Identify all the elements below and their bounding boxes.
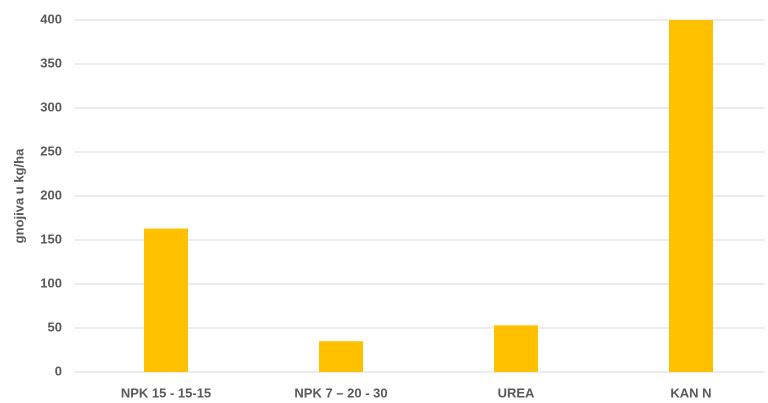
bar (669, 20, 713, 372)
x-tick-label: UREA (498, 385, 535, 400)
y-tick-label: 400 (40, 11, 62, 26)
y-axis-label: gnojiva u kg/ha (11, 148, 26, 243)
bar (144, 228, 188, 372)
y-tick-label: 250 (40, 143, 62, 158)
y-tick-label: 300 (40, 99, 62, 114)
y-tick-label: 200 (40, 187, 62, 202)
y-tick-label: 0 (55, 363, 62, 378)
y-tick-label: 100 (40, 275, 62, 290)
y-tick-label: 50 (48, 319, 62, 334)
x-tick-label: NPK 7 – 20 - 30 (294, 385, 387, 400)
x-tick-label: KAN N (670, 385, 711, 400)
x-tick-label: NPK 15 - 15-15 (121, 385, 211, 400)
bar (494, 325, 538, 372)
y-tick-label: 350 (40, 55, 62, 70)
y-tick-label: 150 (40, 231, 62, 246)
bar (319, 341, 363, 372)
